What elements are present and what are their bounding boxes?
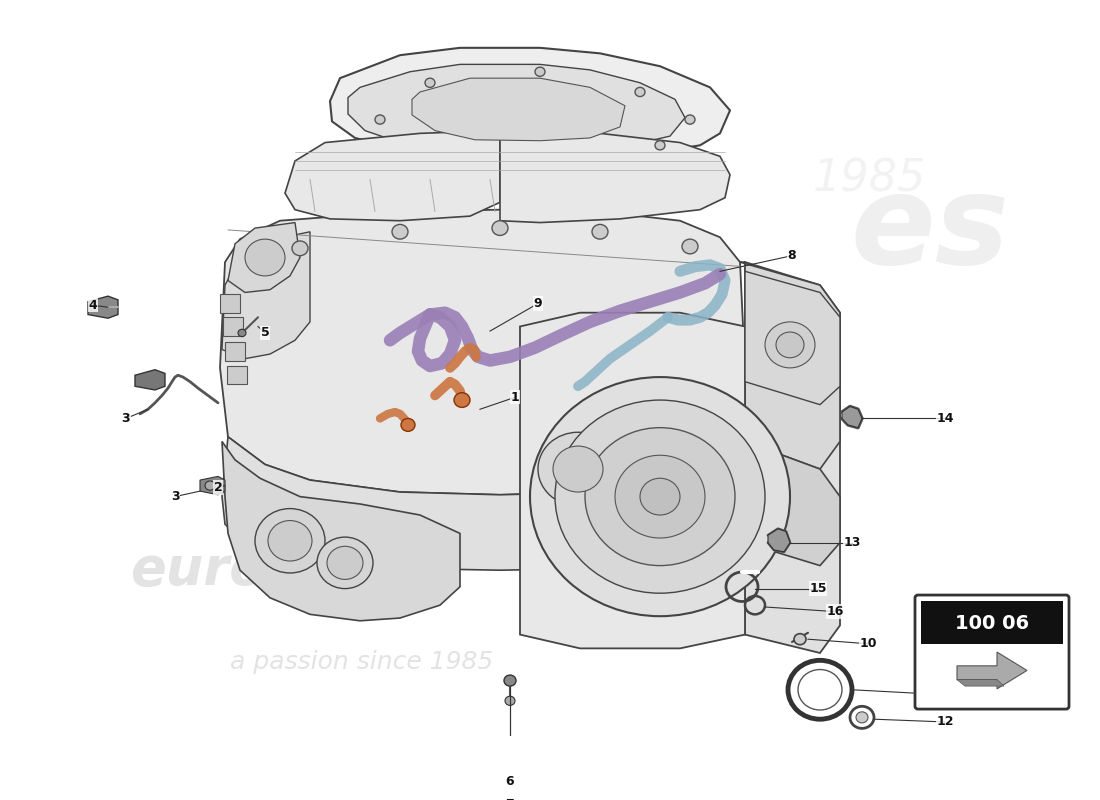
Circle shape xyxy=(505,696,515,706)
Circle shape xyxy=(327,546,363,579)
Circle shape xyxy=(492,221,508,235)
Polygon shape xyxy=(285,130,500,221)
Circle shape xyxy=(553,446,603,492)
Text: 100 06: 100 06 xyxy=(955,614,1030,633)
Text: 11: 11 xyxy=(930,688,947,701)
Text: 4: 4 xyxy=(89,299,98,312)
Polygon shape xyxy=(348,64,685,150)
Polygon shape xyxy=(745,271,840,405)
Circle shape xyxy=(615,455,705,538)
Polygon shape xyxy=(227,366,248,385)
Circle shape xyxy=(255,509,324,573)
Polygon shape xyxy=(500,130,730,222)
Text: 12: 12 xyxy=(936,715,954,729)
Text: 9: 9 xyxy=(534,297,542,310)
Circle shape xyxy=(292,241,308,256)
Polygon shape xyxy=(222,232,310,358)
Polygon shape xyxy=(745,262,840,653)
Circle shape xyxy=(794,634,806,645)
Polygon shape xyxy=(220,294,240,313)
Text: europes: europes xyxy=(130,544,371,596)
Polygon shape xyxy=(842,406,862,428)
Polygon shape xyxy=(200,476,225,494)
Circle shape xyxy=(640,478,680,515)
Text: 14: 14 xyxy=(936,412,954,425)
Circle shape xyxy=(585,428,735,566)
Polygon shape xyxy=(745,442,840,566)
Circle shape xyxy=(776,332,804,358)
Text: 13: 13 xyxy=(844,536,860,549)
Text: 8: 8 xyxy=(788,249,796,262)
Polygon shape xyxy=(88,296,118,318)
Circle shape xyxy=(317,537,373,589)
Circle shape xyxy=(556,400,764,593)
Text: 2: 2 xyxy=(213,481,222,494)
Polygon shape xyxy=(220,210,745,494)
Circle shape xyxy=(654,141,666,150)
Circle shape xyxy=(268,521,312,561)
Text: 5: 5 xyxy=(261,326,270,339)
Polygon shape xyxy=(412,78,625,141)
Polygon shape xyxy=(135,370,165,390)
Text: 7: 7 xyxy=(506,798,515,800)
Text: 10: 10 xyxy=(859,638,877,650)
Text: 1: 1 xyxy=(510,391,519,404)
Polygon shape xyxy=(768,529,790,552)
Text: 16: 16 xyxy=(826,605,844,618)
Polygon shape xyxy=(957,680,1004,686)
Circle shape xyxy=(425,78,435,87)
Circle shape xyxy=(245,239,285,276)
Circle shape xyxy=(682,239,698,254)
Polygon shape xyxy=(520,313,745,648)
Text: 1985: 1985 xyxy=(813,158,926,201)
Text: 6: 6 xyxy=(506,775,515,788)
Text: a passion since 1985: a passion since 1985 xyxy=(230,650,493,674)
Circle shape xyxy=(205,481,214,490)
Circle shape xyxy=(375,115,385,124)
Circle shape xyxy=(635,87,645,97)
Circle shape xyxy=(685,115,695,124)
Text: 3: 3 xyxy=(122,412,130,425)
Circle shape xyxy=(454,393,470,407)
Circle shape xyxy=(402,418,415,431)
Circle shape xyxy=(856,712,868,723)
Polygon shape xyxy=(921,601,1063,644)
Polygon shape xyxy=(222,437,745,570)
Circle shape xyxy=(392,225,408,239)
Circle shape xyxy=(530,377,790,616)
Text: 3: 3 xyxy=(170,490,179,503)
Polygon shape xyxy=(228,222,300,293)
Circle shape xyxy=(764,322,815,368)
Polygon shape xyxy=(740,262,840,469)
Polygon shape xyxy=(226,342,245,361)
Circle shape xyxy=(504,675,516,686)
Polygon shape xyxy=(957,652,1027,689)
Polygon shape xyxy=(222,442,460,621)
Text: es: es xyxy=(850,170,1010,290)
Circle shape xyxy=(538,432,618,506)
FancyBboxPatch shape xyxy=(915,595,1069,709)
Circle shape xyxy=(535,67,544,76)
Circle shape xyxy=(592,225,608,239)
Polygon shape xyxy=(330,48,730,156)
Circle shape xyxy=(238,330,246,337)
Polygon shape xyxy=(223,318,243,336)
Text: 15: 15 xyxy=(810,582,827,595)
